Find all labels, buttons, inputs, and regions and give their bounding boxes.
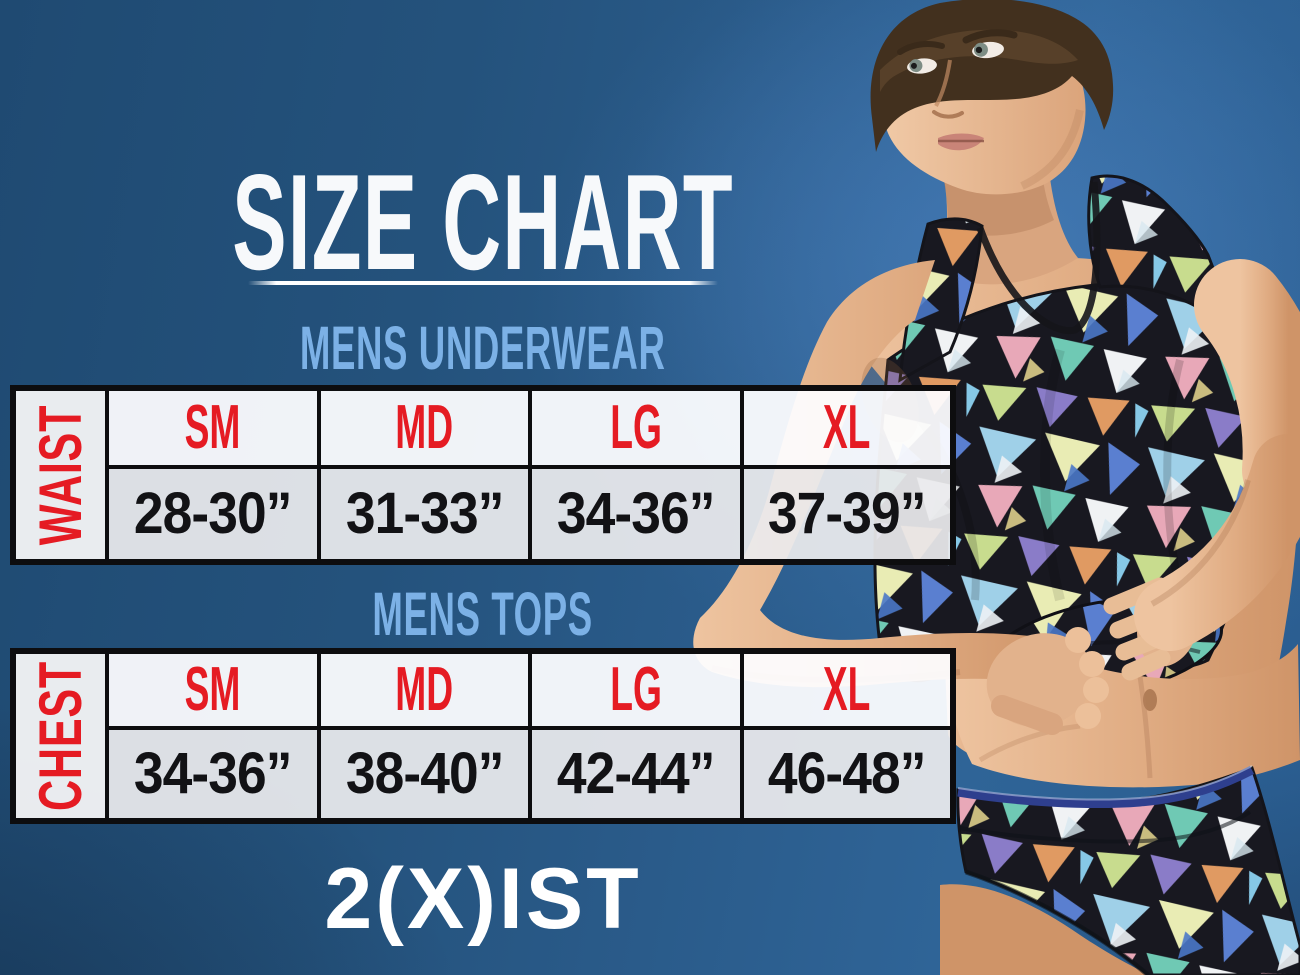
tops-range-xl: 46-48”: [739, 726, 955, 823]
underwear-range-xl: 37-39”: [739, 465, 955, 564]
underwear-size-header-row: WAIST SM MD LG XL: [11, 386, 955, 564]
tops-size-sm: SM: [105, 649, 321, 730]
briefs-waistband: [957, 766, 1255, 809]
chest-label-cell: CHEST: [11, 649, 109, 823]
right-eye: [972, 41, 1004, 59]
underwear-range-row: 28-30” 31-33” 34-36” 37-39”: [13, 465, 955, 564]
model-head: [870, 0, 1114, 195]
tops-size-xl: XL: [739, 649, 955, 730]
title-underline: [248, 281, 718, 285]
model-left-arm: [1134, 259, 1300, 651]
brand-logo: 2(X)IST: [10, 856, 956, 942]
waistband-sheen: [957, 765, 1253, 801]
tops-range-md: 38-40”: [316, 726, 532, 823]
model-thigh: [940, 884, 1150, 975]
tops-range-sm: 34-36”: [105, 726, 321, 823]
tops-range-row: 34-36” 38-40” 42-44” 46-48”: [13, 726, 955, 823]
tank-fold: [1040, 348, 1065, 602]
underwear-size-lg: LG: [528, 386, 744, 469]
jaw-shading: [1020, 109, 1084, 190]
thumb: [991, 695, 1063, 735]
arm-inner-shadow: [1150, 479, 1251, 607]
briefs-leg-edge: [965, 869, 1150, 975]
nostrils: [932, 110, 964, 119]
waist-label-cell: WAIST: [11, 386, 109, 564]
page-title-text: SIZE CHART: [232, 146, 734, 298]
tops-size-table: CHEST SM MD LG XL 34-36” 38-40” 42-44” 4…: [10, 648, 956, 824]
underwear-range-md: 31-33”: [316, 465, 532, 564]
right-eyebrow: [962, 29, 1018, 44]
oblique-line: [978, 723, 1081, 763]
left-eyebrow: [897, 41, 945, 55]
model-figure: [693, 0, 1300, 975]
chest-label: CHEST: [26, 660, 94, 812]
underwear-size-table: WAIST SM MD LG XL 28-30” 31-33” 34-36” 3…: [10, 385, 956, 565]
tops-size-header-row: CHEST SM MD LG XL: [11, 649, 955, 823]
underwear-size-md: MD: [316, 386, 532, 469]
tops-size-lg: LG: [528, 649, 744, 730]
underwear-range-lg: 34-36”: [528, 465, 744, 564]
underwear-section-heading: MENS UNDERWEAR: [300, 314, 666, 382]
nose-line: [934, 59, 952, 107]
briefs-seam: [959, 810, 1252, 844]
underwear-size-sm: SM: [105, 386, 321, 469]
tops-section-heading: MENS TOPS: [372, 580, 594, 648]
model-hair: [870, 0, 1114, 152]
left-eye: [907, 58, 937, 74]
tops-range-lg: 42-44”: [528, 726, 744, 823]
waist-label: WAIST: [26, 404, 94, 546]
brand-logo-text: 2(X)IST: [324, 851, 642, 947]
underwear-size-xl: XL: [739, 386, 955, 469]
briefs: [956, 765, 1300, 975]
underwear-range-sm: 28-30”: [105, 465, 321, 564]
tops-size-md: MD: [316, 649, 532, 730]
navel: [1143, 689, 1157, 711]
tank-neckline-trim: [976, 181, 1101, 335]
page-title: SIZE CHART: [10, 154, 956, 290]
chart-content: SIZE CHART MENS UNDERWEAR WAIST SM MD LG…: [10, 0, 956, 975]
